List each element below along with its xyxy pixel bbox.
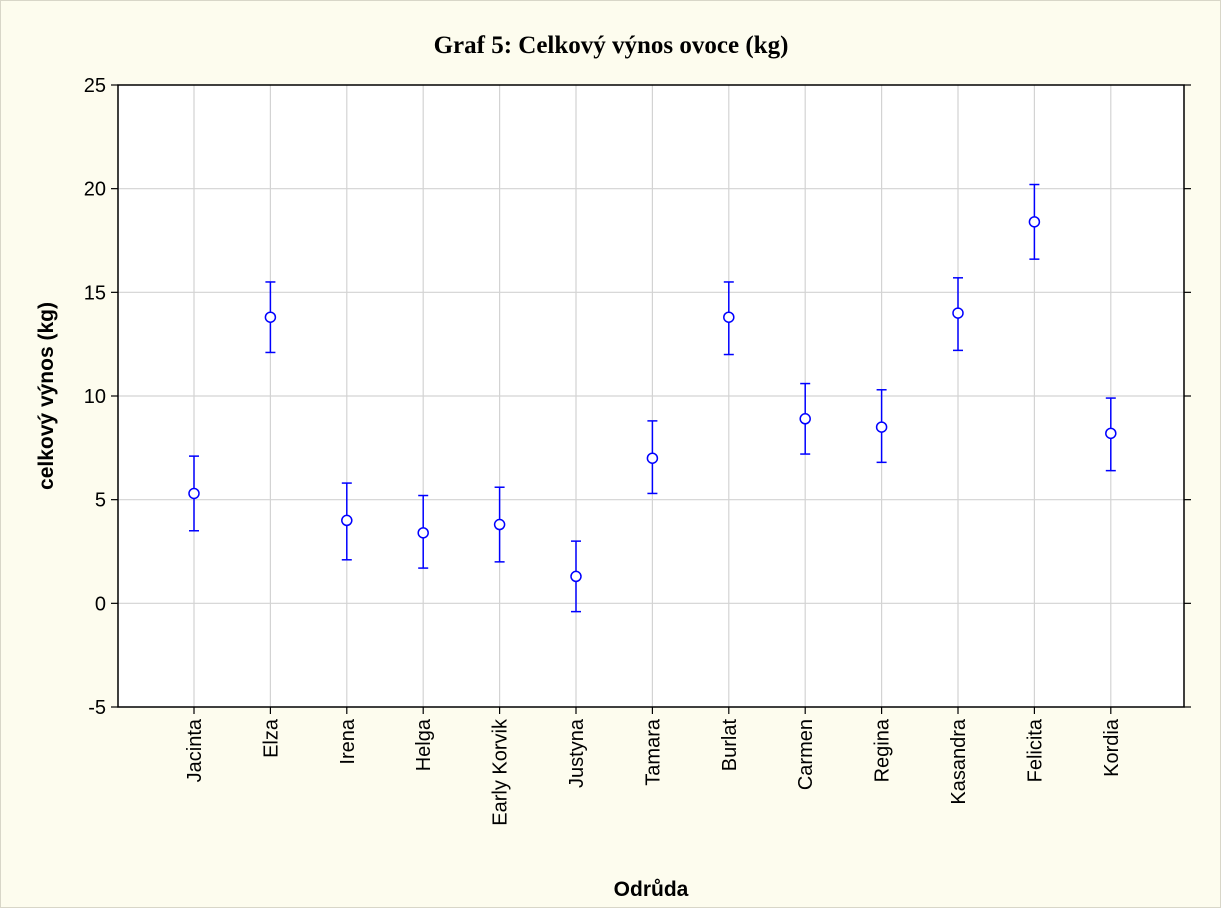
point-marker bbox=[1105, 427, 1117, 440]
x-tick-label: Justyna bbox=[566, 718, 588, 788]
y-tick-label: 5 bbox=[95, 490, 106, 512]
x-tick-label: Helga bbox=[413, 718, 435, 771]
x-axis-title: Odrůda bbox=[614, 878, 689, 901]
x-tick-label: Elza bbox=[260, 718, 282, 758]
y-tick-label: 25 bbox=[84, 75, 106, 97]
data-series bbox=[188, 183, 1117, 613]
point-marker bbox=[493, 518, 506, 531]
x-tick-label: Regina bbox=[872, 718, 894, 782]
data-point bbox=[570, 540, 582, 613]
point-marker bbox=[570, 570, 582, 583]
point-marker bbox=[646, 452, 659, 464]
x-tick-label: Felicita bbox=[1024, 718, 1046, 782]
point-marker bbox=[341, 514, 353, 527]
point-marker bbox=[875, 421, 888, 433]
data-point bbox=[1105, 397, 1117, 472]
point-marker bbox=[264, 311, 277, 323]
data-point bbox=[188, 455, 200, 532]
point-marker bbox=[799, 413, 811, 425]
y-tick-label: 15 bbox=[84, 282, 106, 304]
y-axis-title: celkový výnos (kg) bbox=[35, 302, 58, 490]
x-tick-label: Carmen bbox=[795, 719, 817, 790]
y-axis: -5 0 5 10 15 20 25 bbox=[84, 75, 1191, 719]
data-point bbox=[723, 281, 735, 356]
data-point bbox=[341, 482, 353, 561]
x-tick-label: Tamara bbox=[642, 718, 664, 786]
data-point bbox=[646, 420, 659, 495]
data-point bbox=[264, 281, 277, 354]
point-marker bbox=[723, 311, 735, 323]
y-tick-label: 10 bbox=[84, 386, 106, 408]
x-axis: Jacinta Elza Irena Helga Early Korvik Justyna… bbox=[184, 707, 1123, 826]
point-marker bbox=[952, 307, 964, 319]
chart-title: Graf 5: Celkový výnos ovoce (kg) bbox=[434, 32, 789, 59]
data-point bbox=[493, 486, 506, 563]
x-tick-label: Early Korvik bbox=[490, 718, 512, 826]
x-tick-label: Burlat bbox=[719, 719, 741, 772]
point-marker bbox=[188, 487, 200, 500]
y-tick-label: 20 bbox=[84, 179, 106, 201]
data-point bbox=[799, 382, 811, 455]
x-tick-label: Kordia bbox=[1101, 718, 1123, 777]
point-marker bbox=[1028, 216, 1041, 228]
x-tick-label: Kasandra bbox=[948, 718, 970, 804]
y-grid bbox=[118, 188, 1184, 604]
x-tick-label: Irena bbox=[337, 718, 359, 764]
data-point bbox=[875, 389, 888, 464]
y-tick-label: -5 bbox=[88, 697, 106, 719]
point-marker bbox=[417, 527, 429, 539]
data-point bbox=[417, 494, 429, 569]
y-tick-label: 0 bbox=[95, 593, 106, 615]
data-point bbox=[1028, 183, 1041, 260]
data-point bbox=[952, 277, 964, 352]
x-tick-label: Jacinta bbox=[184, 718, 206, 782]
